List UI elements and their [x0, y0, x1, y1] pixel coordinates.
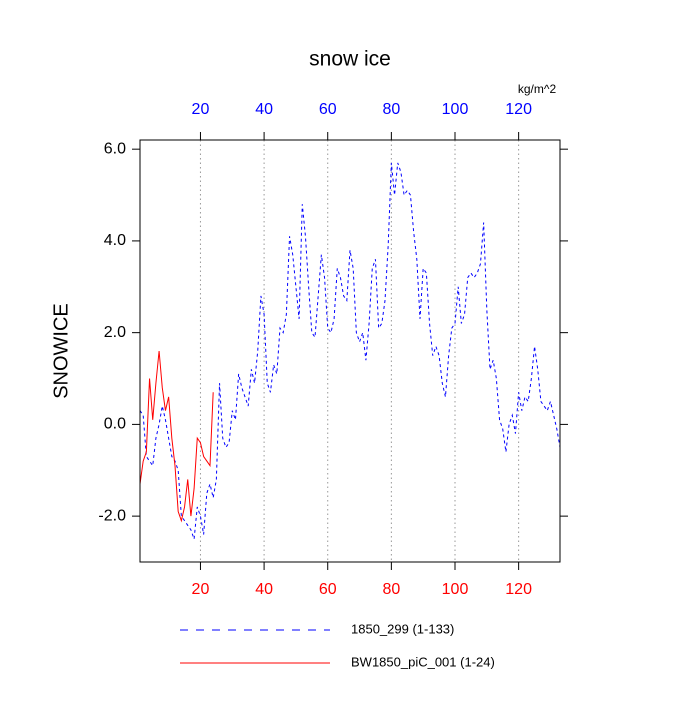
x-tick-label: 100 [442, 581, 469, 598]
y-tick-label: 6.0 [104, 140, 126, 157]
x-tick-label: 20 [192, 581, 210, 598]
y-tick-label: 0.0 [104, 416, 126, 433]
x2-axis-label: kg/m^2 [518, 82, 557, 96]
x2-tick-label: 40 [255, 101, 273, 118]
legend-label: BW1850_piC_001 (1-24) [351, 654, 495, 669]
x-tick-label: 40 [255, 581, 273, 598]
x-tick-label: 120 [505, 581, 532, 598]
x2-tick-label: 100 [442, 101, 469, 118]
x2-tick-label: 80 [382, 101, 400, 118]
chart-title: snow ice [309, 48, 391, 71]
x2-tick-label: 60 [319, 101, 337, 118]
y-tick-label: -2.0 [98, 507, 126, 524]
x-tick-label: 80 [382, 581, 400, 598]
x2-tick-label: 20 [192, 101, 210, 118]
x-tick-label: 60 [319, 581, 337, 598]
y-tick-label: 4.0 [104, 232, 126, 249]
x2-tick-label: 120 [505, 101, 532, 118]
plot-lines [140, 162, 560, 540]
y-tick-label: 2.0 [104, 324, 126, 341]
plot-frame [139, 139, 561, 563]
series-line [140, 350, 214, 523]
legend-label: 1850_299 (1-133) [351, 621, 454, 636]
series-line [140, 162, 560, 540]
y-axis-label: SNOWICE [50, 303, 72, 399]
